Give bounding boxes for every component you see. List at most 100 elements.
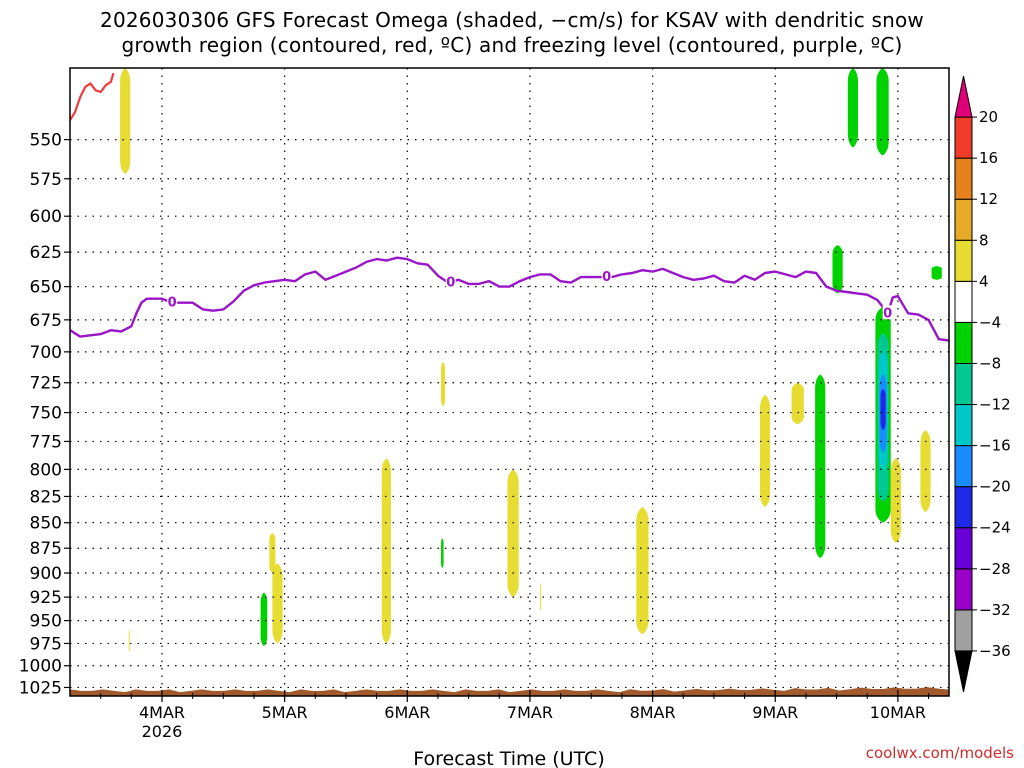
x-tick-label-6MAR: 6MAR — [384, 703, 430, 722]
dgz-contour — [70, 72, 115, 121]
y-tick-label-775: 775 — [30, 432, 62, 452]
omega-region-6 — [441, 361, 446, 407]
colorbar-label-11: 12 — [979, 190, 998, 208]
freezing-label-bg-2 — [601, 269, 612, 284]
y-tick-label-825: 825 — [30, 487, 62, 507]
omega-region-11 — [759, 394, 771, 508]
colorbar-cell-13 — [954, 116, 973, 159]
freezing-label-bg-0 — [167, 294, 178, 309]
colorbar-label-13: 20 — [979, 108, 998, 126]
freezing-label-bg-1 — [445, 274, 456, 289]
colorbar-label-2: −28 — [979, 560, 1011, 578]
omega-region-24 — [931, 266, 942, 280]
omega-region-4 — [272, 563, 283, 644]
credit-text: coolwx.com/models — [865, 744, 1014, 762]
y-tick-label-950: 950 — [30, 612, 62, 632]
colorbar-cell-8 — [954, 321, 973, 364]
y-tick-label-550: 550 — [30, 131, 62, 151]
colorbar-label-1: −32 — [979, 601, 1011, 619]
y-tick-label-1000: 1000 — [19, 657, 62, 677]
omega-shading — [120, 68, 942, 653]
colorbar-label-9: 4 — [979, 272, 989, 290]
colorbar-cell-4 — [954, 486, 973, 529]
y-tick-label-850: 850 — [30, 514, 62, 534]
omega-region-3 — [269, 533, 276, 574]
contours: 0 0 0 0 — [70, 72, 949, 342]
colorbar-cell-12 — [954, 157, 973, 200]
colorbar-label-10: 8 — [979, 231, 989, 249]
y-tick-label-625: 625 — [30, 243, 62, 263]
freezing-label-bg-3 — [882, 305, 893, 320]
omega-region-21 — [880, 388, 886, 430]
colorbar-lower-triangle — [954, 650, 973, 693]
y-tick-label-650: 650 — [30, 278, 62, 298]
omega-region-15 — [847, 68, 859, 148]
x-tick-label-9MAR: 9MAR — [752, 703, 798, 722]
freezing-level-label-2: 0 — [602, 270, 611, 285]
y-tick-label-925: 925 — [30, 588, 62, 608]
y-axis: 550 575 600 625 650 675 700 725 750 775 800 825 850 8… — [19, 131, 70, 698]
y-tick-label-800: 800 — [30, 460, 62, 480]
omega-region-8 — [507, 469, 519, 598]
y-tick-label-575: 575 — [30, 170, 62, 190]
omega-region-2 — [260, 592, 268, 647]
omega-region-12 — [791, 382, 804, 425]
colorbar-cell-2 — [954, 568, 973, 611]
y-tick-label-675: 675 — [30, 311, 62, 331]
terrain-band — [70, 687, 949, 696]
x-tick-label-5MAR: 5MAR — [262, 703, 308, 722]
colorbar: −36 −32 −28 −24 −20 −16 −12 −8 −4 4 8 12 16 20 — [954, 75, 1011, 693]
colorbar-upper-triangle — [954, 75, 973, 118]
omega-region-0 — [120, 68, 131, 175]
colorbar-label-0: −36 — [979, 642, 1011, 660]
y-tick-label-900: 900 — [30, 564, 62, 584]
x-tick-label-8MAR: 8MAR — [630, 703, 676, 722]
x-axis-label: Forecast Time (UTC) — [413, 748, 604, 768]
y-tick-label-600: 600 — [30, 207, 62, 227]
freezing-level-label-0: 0 — [168, 296, 177, 311]
omega-region-5 — [381, 458, 391, 644]
omega-region-9 — [540, 582, 542, 612]
freezing-level-label-3: 0 — [883, 306, 892, 321]
omega-region-16 — [876, 68, 889, 156]
colorbar-cell-5 — [954, 445, 973, 488]
omega-region-7 — [441, 538, 444, 569]
colorbar-cell-10 — [954, 239, 973, 282]
omega-region-10 — [636, 507, 649, 635]
colorbar-label-3: −24 — [979, 519, 1011, 537]
chart-title-line-1: 2026030306 GFS Forecast Omega (shaded, −… — [100, 8, 924, 32]
x-tick-label-7MAR: 7MAR — [507, 703, 553, 722]
x-tick-label-4MAR: 4MAR — [139, 703, 185, 722]
freezing-level-contour — [70, 256, 949, 342]
terrain — [70, 687, 949, 696]
omega-region-13 — [815, 374, 826, 559]
y-tick-label-750: 750 — [30, 404, 62, 424]
omega-region-1 — [128, 629, 130, 653]
colorbar-label-4: −20 — [979, 478, 1011, 496]
freezing-level-label-1: 0 — [446, 276, 455, 291]
chart-title-line-2: growth region (contoured, red, ºC) and f… — [121, 33, 903, 57]
colorbar-cell-9 — [954, 280, 973, 323]
colorbar-cell-7 — [954, 362, 973, 406]
x-tick-sublabel-4MAR: 2026 — [142, 722, 183, 741]
colorbar-label-12: 16 — [979, 149, 998, 167]
colorbar-cell-3 — [954, 527, 973, 570]
colorbar-cell-1 — [954, 609, 973, 652]
y-tick-label-700: 700 — [30, 343, 62, 363]
omega-region-23 — [920, 429, 931, 513]
y-tick-label-1025: 1025 — [19, 678, 62, 698]
colorbar-label-6: −12 — [979, 396, 1011, 414]
omega-region-22 — [890, 458, 901, 544]
colorbar-cell-6 — [954, 404, 973, 447]
y-tick-label-975: 975 — [30, 634, 62, 654]
colorbar-label-8: −4 — [979, 313, 1001, 331]
x-tick-label-10MAR: 10MAR — [870, 703, 926, 722]
y-tick-label-725: 725 — [30, 374, 62, 394]
omega-region-14 — [832, 245, 843, 294]
colorbar-cell-11 — [954, 198, 973, 241]
colorbar-label-7: −8 — [979, 354, 1001, 372]
y-tick-label-875: 875 — [30, 539, 62, 559]
plot-frame — [69, 67, 950, 697]
